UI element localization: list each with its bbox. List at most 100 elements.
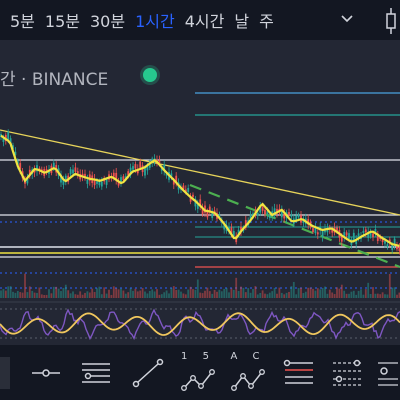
volume-bar <box>204 290 206 298</box>
timeframe-week[interactable]: 주 <box>259 12 274 31</box>
volume-bar <box>151 289 154 298</box>
candle-body <box>36 165 38 172</box>
trend-line[interactable] <box>0 129 400 216</box>
symbol-label[interactable]: 간 · BINANCE <box>0 70 109 90</box>
volume-bar <box>129 288 132 298</box>
candle-body <box>172 180 175 185</box>
volume-bar <box>213 289 216 298</box>
volume-bar <box>194 289 197 298</box>
fib-extension-tool[interactable] <box>330 345 366 400</box>
candlesticks <box>0 129 400 255</box>
volume-bar <box>240 286 242 298</box>
timeframe-4h[interactable]: 4시간 <box>184 12 225 31</box>
volume-bar <box>50 293 53 298</box>
chart-canvas[interactable] <box>0 40 400 345</box>
volume-bar <box>278 287 281 298</box>
volume-bar <box>336 287 338 298</box>
candle-body <box>33 169 36 173</box>
volume-bar <box>60 291 62 298</box>
candle-body <box>2 137 5 142</box>
volume-bar <box>160 294 163 298</box>
candle-body <box>69 169 72 175</box>
volume-bar <box>38 287 41 298</box>
candle-body <box>381 238 384 243</box>
volume-bar <box>398 292 400 298</box>
candle-body <box>64 175 67 183</box>
volume-bar <box>254 286 257 298</box>
candle-body <box>393 238 396 245</box>
volume-bar <box>124 293 127 298</box>
volume-bar <box>19 292 22 298</box>
candle-body <box>384 241 386 244</box>
volume-bar <box>141 288 144 298</box>
volume-bar <box>69 293 72 298</box>
horizontal-ray-tool[interactable] <box>78 345 114 400</box>
volume-bar <box>264 293 266 298</box>
timeframe-15m[interactable]: 15분 <box>44 12 80 31</box>
volume-bar <box>175 289 178 298</box>
trend-line-icon <box>132 358 164 387</box>
timeframe-5m[interactable]: 5분 <box>10 12 35 31</box>
volume-bar <box>48 289 50 298</box>
volume-bar <box>386 294 389 298</box>
timeframe-1h[interactable]: 1시간 <box>135 12 175 31</box>
volume-bar <box>57 288 60 298</box>
price-chart[interactable]: 간 · BINANCE <box>0 40 400 345</box>
volume-bar <box>300 287 302 298</box>
trend-line-tool[interactable] <box>130 345 166 400</box>
volume-bar <box>24 273 26 298</box>
moving-average-line <box>0 134 400 247</box>
volume-bar <box>4 290 7 298</box>
candle-body <box>256 212 259 216</box>
volume-bar <box>201 293 204 298</box>
volume-bar <box>165 290 168 298</box>
chart-settings-tool[interactable] <box>376 345 400 400</box>
timeframe-day[interactable]: 날 <box>234 12 250 31</box>
candle-body <box>297 214 300 218</box>
chevron-down-icon[interactable] <box>340 11 354 29</box>
candlestick-chart-type-icon[interactable] <box>384 8 398 38</box>
candle-body <box>12 145 14 150</box>
volume-bar <box>324 286 326 298</box>
volume-bar <box>177 289 180 298</box>
volume-bar <box>72 291 74 298</box>
volume-bar <box>360 289 362 298</box>
candle-body <box>112 172 115 177</box>
candle-body <box>0 134 2 137</box>
candle-body <box>163 164 166 171</box>
pattern-ac-tool[interactable]: A C <box>230 345 266 400</box>
candle-body <box>357 233 360 239</box>
volume-bar <box>112 286 115 298</box>
volume-bar <box>259 292 262 298</box>
candle-body <box>148 163 151 168</box>
volume-bar <box>208 291 211 298</box>
candle-body <box>280 209 283 218</box>
horizontal-line-tool[interactable] <box>28 345 64 400</box>
volume-bar <box>220 291 223 298</box>
volume-bar <box>216 291 218 298</box>
candle-body <box>288 212 290 216</box>
volume-bar <box>180 291 182 298</box>
volume-bar <box>338 288 341 298</box>
pattern-15-tool[interactable]: 1 5 <box>180 345 216 400</box>
candle-body <box>379 236 382 240</box>
timeframe-30m[interactable]: 30분 <box>90 12 126 31</box>
volume-bar <box>26 292 29 298</box>
candle-body <box>391 243 394 251</box>
dashed-trend-line[interactable] <box>189 183 400 269</box>
candle-body <box>45 169 48 172</box>
volume-bar <box>81 294 84 298</box>
volume-bar <box>271 291 274 298</box>
volume-bar <box>163 292 166 298</box>
parallel-channel-tool[interactable] <box>280 345 316 400</box>
candle-body <box>312 228 314 233</box>
candle-body <box>115 172 118 180</box>
volume-bar <box>247 288 250 298</box>
candle-body <box>100 181 103 187</box>
volume-bar <box>372 287 374 298</box>
candle-body <box>295 215 298 221</box>
volume-bar <box>98 286 101 298</box>
volume-bar <box>170 288 173 298</box>
candle-body <box>170 173 173 178</box>
volume-bar <box>314 290 317 298</box>
